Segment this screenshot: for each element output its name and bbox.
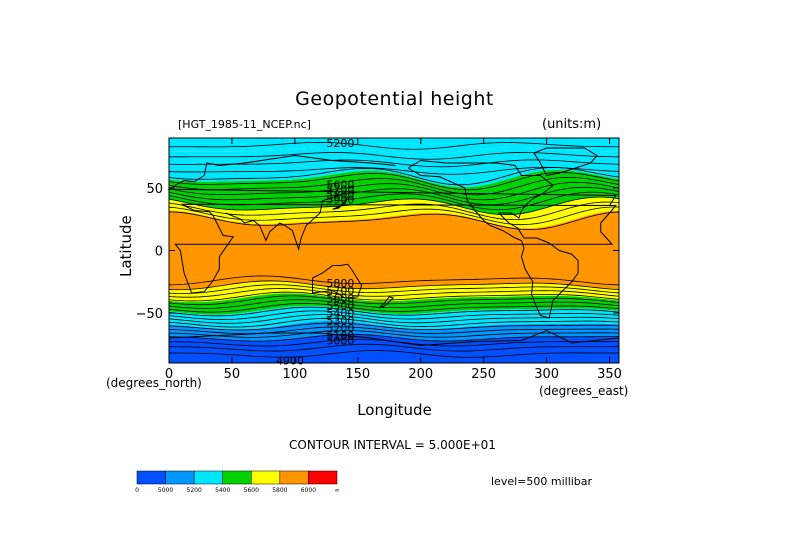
y-tick-label: 0 [155, 245, 163, 260]
x-tick-label: 100 [282, 367, 307, 382]
coastline [407, 159, 579, 319]
contour-label: 5000 [326, 335, 354, 348]
x-units-label: (degrees_east) [539, 384, 629, 398]
x-tick-label: 350 [597, 367, 622, 382]
colorbar-label: 0 [135, 487, 139, 494]
contour-line [168, 201, 620, 221]
colorbar-swatch [136, 470, 166, 485]
coastline [174, 203, 617, 294]
contour-line [168, 350, 620, 358]
contour-line [168, 299, 620, 309]
contour-label: 5700 [326, 183, 354, 196]
x-tick-label: 250 [471, 367, 496, 382]
colorbar-label: 5400 [215, 487, 230, 494]
contour-line [168, 343, 620, 352]
contour-line [168, 287, 620, 298]
contour-label: 5800 [326, 188, 354, 201]
x-axis-label: Longitude [357, 401, 432, 419]
contour-line [168, 310, 620, 320]
contour-label: 5200 [326, 137, 354, 150]
x-tick-label: 50 [224, 367, 241, 382]
contour-line [168, 152, 620, 160]
contour-labels: 5200560057005800590058005700560055005400… [276, 137, 354, 368]
contour-line [168, 302, 620, 313]
contour-line [168, 322, 620, 331]
colorbar-swatch [193, 470, 223, 485]
colorbar-label: 5800 [272, 487, 287, 494]
coastline [168, 329, 619, 347]
band-0 [169, 138, 619, 155]
y-tick-label: 50 [146, 182, 163, 197]
contour-label: 5300 [326, 315, 354, 328]
coastline [225, 192, 346, 252]
level-label: level=500 millibar [491, 475, 593, 488]
colorbar-label: 5000 [158, 487, 173, 494]
contour-label: 5600 [326, 178, 354, 191]
x-tick-label: 0 [165, 367, 173, 382]
colorbar-label: 5600 [244, 487, 259, 494]
colorbar-label: 6000 [301, 487, 316, 494]
contour-label: 5200 [326, 322, 354, 335]
contour-label: 5500 [326, 300, 354, 313]
contour-line [168, 186, 620, 206]
contour-line [168, 142, 620, 150]
colorbar: 0 5000 5200 5400 5600 5800 6000 ∞ [135, 470, 340, 494]
contour-line [168, 326, 620, 335]
contour-label: 4900 [276, 355, 304, 368]
contour-label: 5800 [326, 277, 354, 290]
x-tick-label: 150 [345, 367, 370, 382]
contour-line [168, 333, 620, 342]
contour-line [168, 280, 620, 291]
colorbar-label: 5200 [187, 487, 202, 494]
contour-line [168, 295, 620, 306]
colorbar-swatch [222, 470, 252, 485]
coastlines [167, 147, 619, 347]
contour-line [168, 181, 620, 201]
contour-line [168, 275, 620, 286]
coastline [332, 196, 349, 210]
x-tick-label: 300 [534, 367, 559, 382]
contour-line [168, 166, 620, 175]
contour-line [168, 317, 620, 328]
contour-line [168, 206, 620, 226]
contour-line [168, 284, 620, 294]
contour-label: 5400 [326, 307, 354, 320]
contour-line [168, 314, 620, 324]
coastline [378, 296, 394, 309]
colorbar-label: ∞ [335, 487, 340, 494]
contour-line [168, 330, 620, 338]
contour-label: 5700 [326, 285, 354, 298]
colorbar-swatch [308, 470, 338, 485]
contour-line [168, 291, 620, 302]
x-tick-label: 200 [408, 367, 433, 382]
contour-interval-label: CONTOUR INTERVAL = 5.000E+01 [289, 438, 496, 452]
contour-label: 5600 [326, 292, 354, 305]
colorbar-swatch [165, 470, 195, 485]
units-label: (units:m) [542, 117, 602, 132]
coastline [311, 263, 363, 299]
band-8 [169, 305, 619, 330]
colorbar-swatch [279, 470, 309, 485]
contour-line [168, 176, 620, 196]
contour-line [168, 306, 620, 317]
y-tick-label: −50 [136, 307, 163, 322]
colorbar-swatch [251, 470, 281, 485]
contour-line [168, 159, 620, 168]
contour-line [168, 196, 620, 216]
contour-line [168, 172, 620, 191]
coastline [533, 147, 598, 176]
band-5 [169, 210, 619, 290]
contour-line [168, 211, 620, 231]
band-2 [169, 169, 619, 195]
contour-line [168, 167, 620, 186]
axis-ticks: 0 50 100 150 200 250 300 350 50 0 −50 [136, 138, 622, 382]
contour-lines [168, 142, 620, 358]
source-label: [HGT_1985-11_NCEP.nc] [178, 118, 311, 131]
coastline [167, 154, 617, 206]
chart-title: Geopotential height [295, 88, 494, 110]
y-units-label: (degrees_north) [106, 376, 202, 390]
contour-label: 5900 [326, 193, 354, 206]
contour-label: 5100 [326, 330, 354, 343]
